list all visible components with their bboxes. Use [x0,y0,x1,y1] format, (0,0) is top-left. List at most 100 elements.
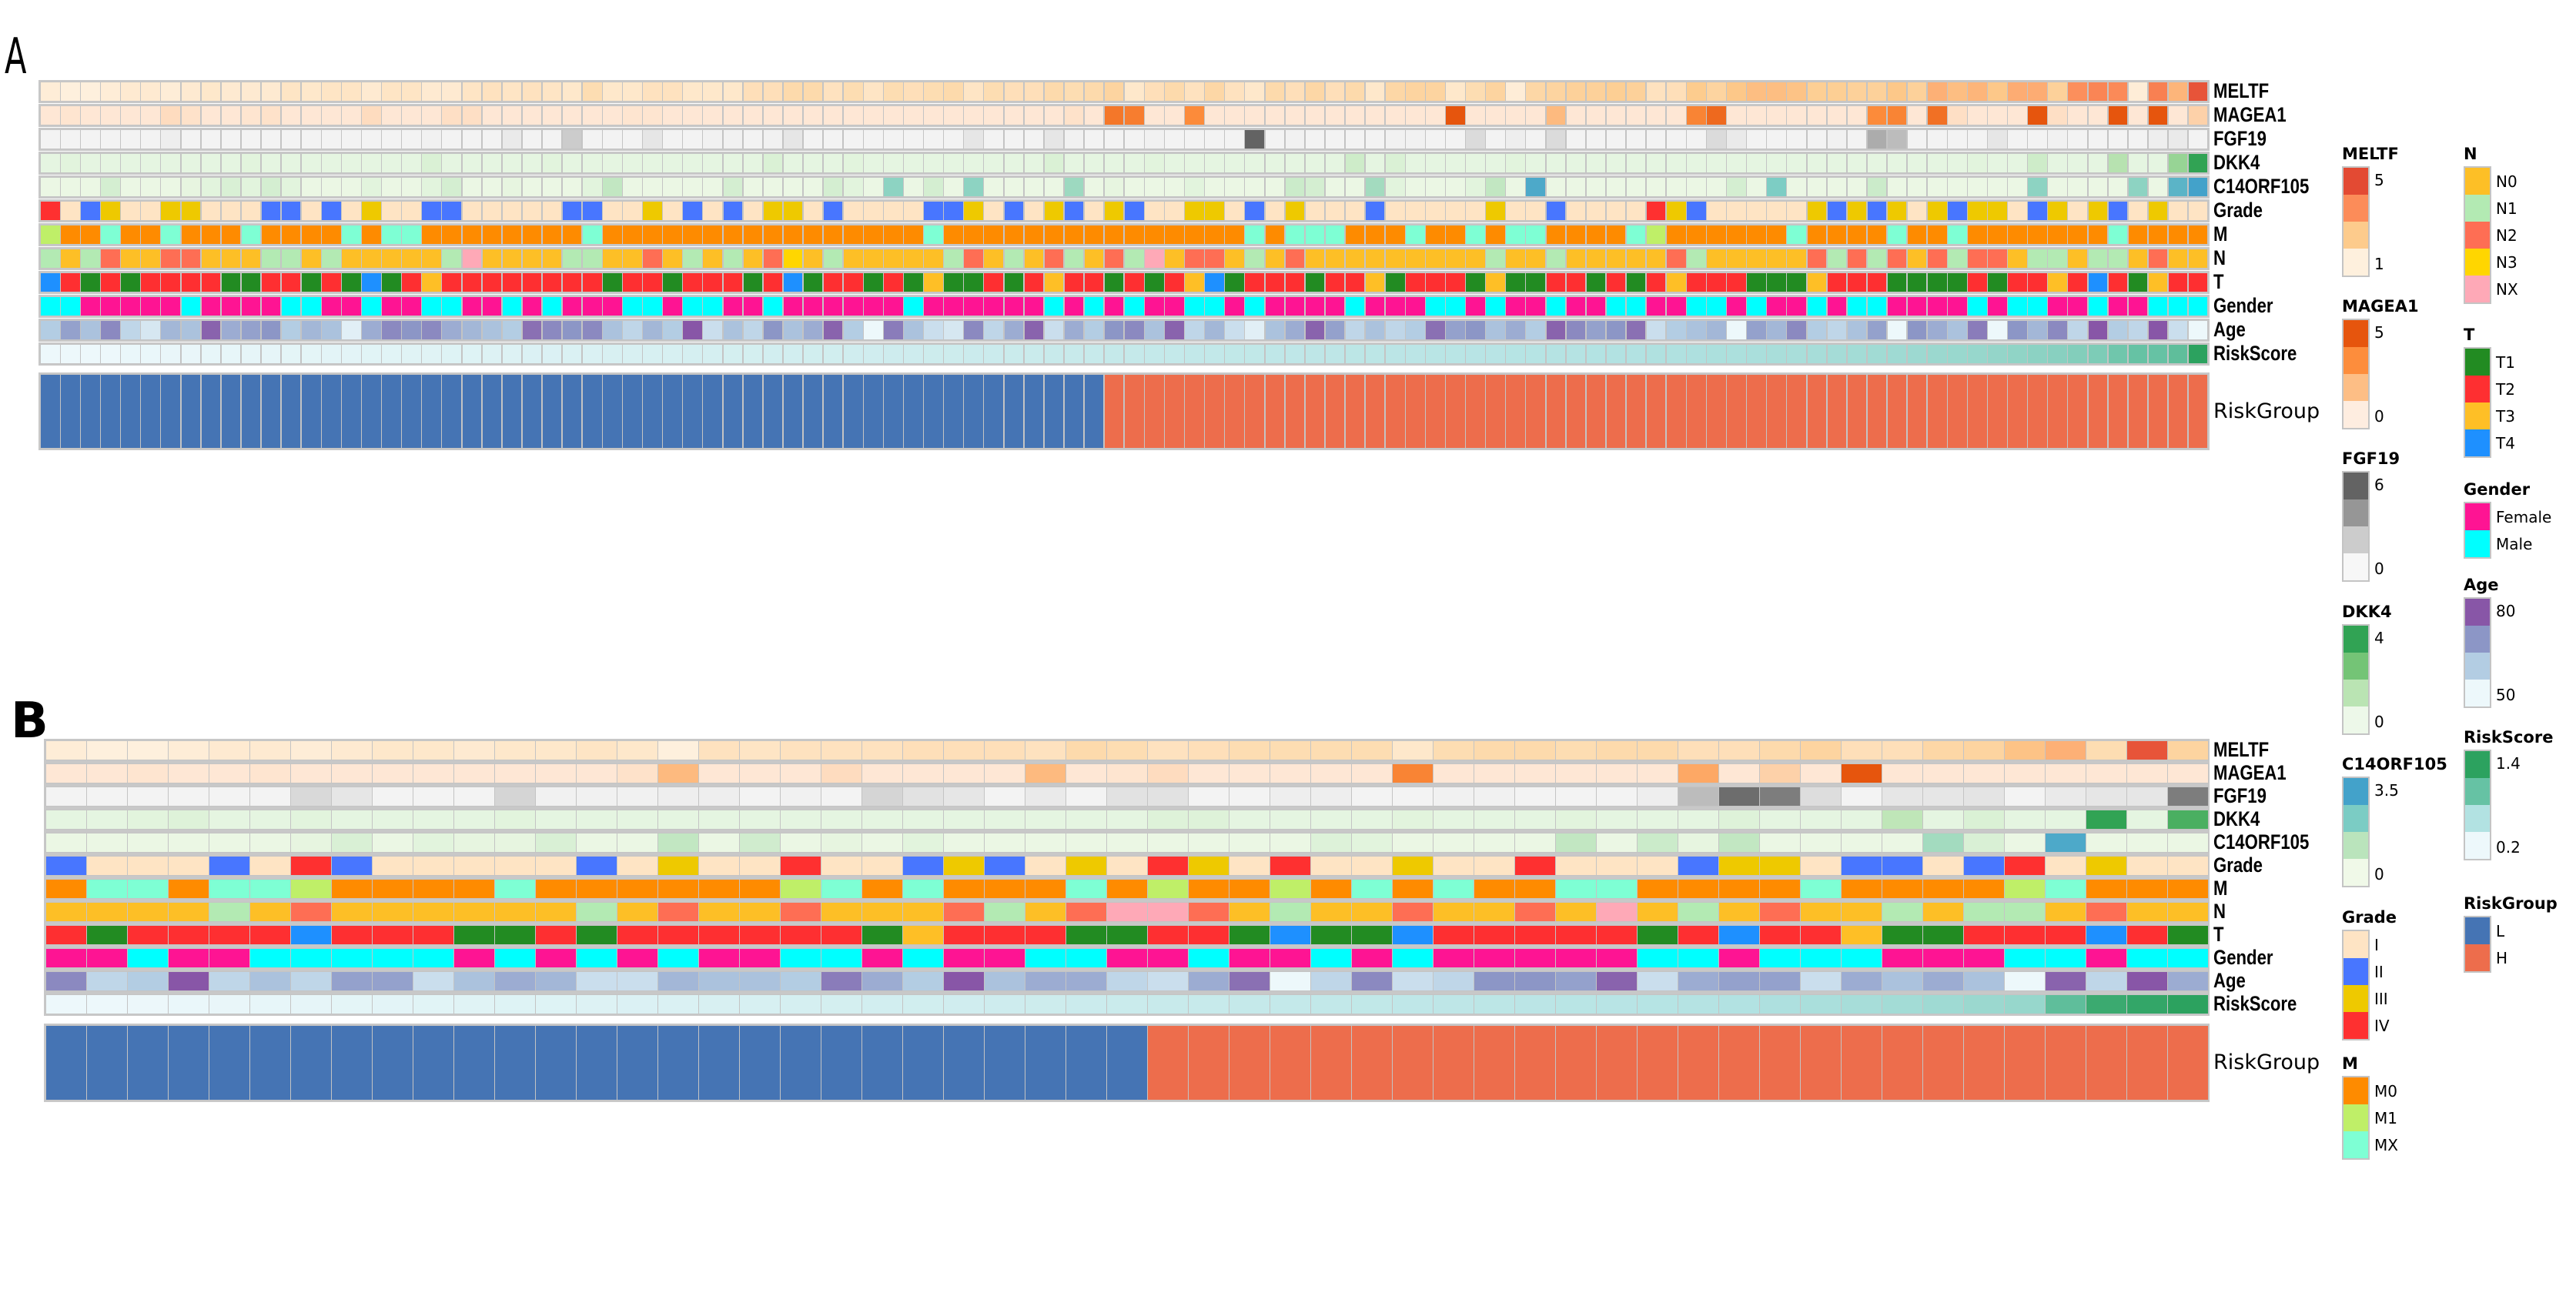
cell-magea1 [461,105,483,125]
cell-magea1 [698,763,740,783]
cell-m [2126,879,2168,899]
cell-c14orf105 [2147,177,2169,197]
cell-m [160,225,181,245]
legend-swatch [2343,168,2368,195]
cell-gender [1926,296,1948,316]
cell-meltf [1645,82,1667,102]
cell-m [2045,879,2086,899]
cell-grade [883,201,904,221]
cell-riskgroup [1264,374,1286,449]
cell-t [983,272,1005,292]
cell-magea1 [421,105,442,125]
cell-age [260,320,282,340]
cell-m [662,225,683,245]
cell-gender [923,296,944,316]
cell-m [1164,225,1185,245]
cell-fgf19 [657,787,699,807]
cell-c14orf105 [702,177,723,197]
cell-age [372,971,413,991]
legend-swatch [2343,249,2368,276]
cell-m [1023,225,1045,245]
cell-riskscore [1967,344,1988,364]
cell-riskgroup [576,1025,617,1101]
cell-m [1686,225,1707,245]
cell-m [722,225,744,245]
cell-t [1841,925,1882,945]
cell-fgf19 [1474,787,1515,807]
cell-meltf [821,740,862,760]
cell-grade [1841,856,1882,876]
row-label-gender: Gender [2213,294,2273,317]
cell-magea1 [561,105,583,125]
cell-dkk4 [2107,153,2129,173]
cell-riskgroup [1184,374,1205,449]
cell-meltf [521,82,543,102]
cell-gender [2107,296,2129,316]
cell-age [1003,320,1025,340]
cell-fgf19 [1886,129,1908,149]
cell-m [1351,879,1393,899]
cell-t [1344,272,1366,292]
cell-riskscore [140,344,161,364]
cell-c14orf105 [40,177,61,197]
cell-riskscore [2187,344,2209,364]
cell-m [1344,225,1366,245]
cell-riskgroup [1505,374,1526,449]
cell-dkk4 [903,153,924,173]
cell-riskgroup [120,374,141,449]
legend-colorbar-age [2464,597,2491,708]
cell-fgf19 [782,129,804,149]
cell-grade [1485,201,1506,221]
cell-fgf19 [1304,129,1326,149]
cell-age [1846,320,1868,340]
cell-magea1 [802,105,824,125]
legend-swatch [2343,473,2368,499]
cell-m [1625,225,1647,245]
cell-age [1882,971,1923,991]
cell-meltf [1967,82,1988,102]
cell-magea1 [983,105,1005,125]
cell-grade [1144,201,1165,221]
cell-riskgroup [1244,374,1265,449]
cell-n [2187,249,2209,269]
cell-dkk4 [1425,153,1446,173]
cell-grade [140,201,161,221]
cell-meltf [1284,82,1306,102]
cell-gender [1967,296,1988,316]
cell-magea1 [2187,105,2209,125]
legend-swatch-l [2465,917,2490,944]
legend-label-n1: N1 [2496,199,2517,218]
cell-meltf [1686,82,1707,102]
cell-grade [1886,201,1908,221]
cell-meltf [461,82,483,102]
legend-label-n2: N2 [2496,226,2517,245]
cell-magea1 [1106,763,1148,783]
cell-t [1726,272,1747,292]
cell-c14orf105 [280,177,302,197]
cell-magea1 [220,105,242,125]
cell-fgf19 [1124,129,1145,149]
cell-age [1344,320,1366,340]
cell-fgf19 [249,787,291,807]
cell-t [903,272,924,292]
cell-age [1284,320,1306,340]
cell-dkk4 [1144,153,1165,173]
cell-gender [821,948,862,968]
cell-n [1686,249,1707,269]
cell-t [698,925,740,945]
cell-c14orf105 [1800,833,1842,853]
cell-magea1 [1188,763,1229,783]
cell-fgf19 [421,129,442,149]
cell-t [1987,272,2008,292]
cell-gender [1585,296,1607,316]
cell-n [501,249,523,269]
legend-swatch-t4 [2465,429,2490,456]
cell-c14orf105 [1103,177,1125,197]
cell-m [1485,225,1506,245]
cell-c14orf105 [2187,177,2209,197]
cell-riskscore [642,344,663,364]
cell-riskgroup [1596,1025,1638,1101]
cell-t [780,925,821,945]
cell-n [822,249,844,269]
cell-gender [1645,296,1667,316]
